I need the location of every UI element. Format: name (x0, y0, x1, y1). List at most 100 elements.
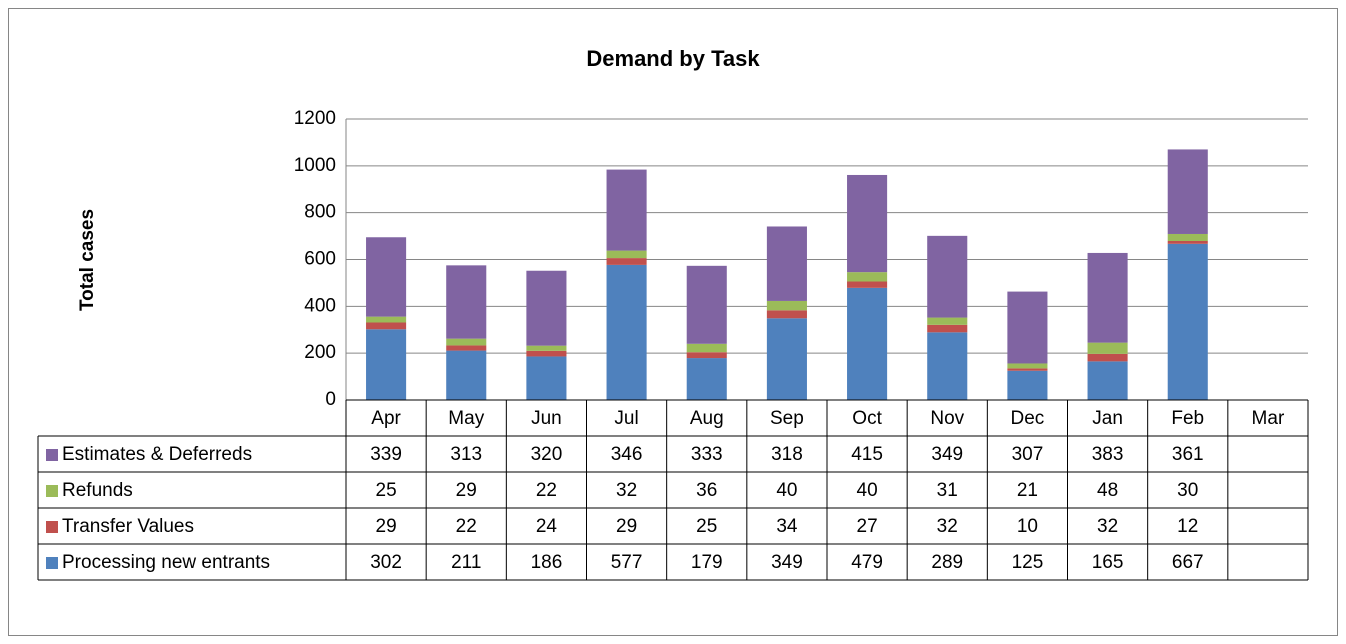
table-value: 32 (616, 480, 637, 501)
y-axis-label: Total cases (77, 209, 98, 311)
bar-segment (847, 281, 888, 288)
table-value: 125 (1012, 552, 1044, 573)
y-tick-label: 1200 (294, 108, 336, 129)
x-tick-label: May (448, 408, 484, 429)
table-value: 211 (451, 552, 481, 573)
bar-segment (606, 264, 647, 400)
table-value: 25 (696, 516, 717, 537)
table-value: 22 (456, 516, 477, 537)
bar-segment (927, 317, 968, 325)
bar-segment (1167, 241, 1208, 244)
bar-segment (1167, 243, 1208, 400)
table-value: 22 (536, 480, 557, 501)
table-value: 179 (691, 552, 723, 573)
legend-label: Processing new entrants (62, 552, 270, 573)
legend-marker (46, 485, 58, 497)
bar-segment (1167, 149, 1208, 234)
chart-border (8, 8, 1338, 636)
legend-marker (46, 557, 58, 569)
y-tick-label: 200 (304, 342, 336, 363)
table-value: 31 (937, 480, 958, 501)
bar-segment (526, 350, 567, 357)
bar-segment (606, 258, 647, 265)
bar-segment (927, 332, 968, 400)
table-value: 289 (931, 552, 963, 573)
bar-segment (686, 352, 727, 359)
table-value: 36 (696, 480, 717, 501)
bar-segment (766, 226, 807, 301)
table-value: 667 (1172, 552, 1204, 573)
x-tick-label: Apr (371, 408, 401, 429)
x-tick-label: Nov (930, 408, 964, 429)
bar-segment (1007, 368, 1048, 371)
bar-segment (847, 272, 888, 282)
y-tick-label: 400 (304, 295, 336, 316)
bar-segment (606, 169, 647, 251)
table-value: 186 (531, 552, 563, 573)
bar-segment (446, 350, 487, 400)
bar-segment (366, 237, 407, 317)
bar-segment (1007, 291, 1048, 364)
table-value: 346 (611, 444, 643, 465)
table-value: 415 (851, 444, 883, 465)
table-value: 29 (456, 480, 477, 501)
bar-segment (526, 345, 567, 351)
table-value: 32 (937, 516, 958, 537)
x-tick-label: Jul (614, 408, 638, 429)
table-value: 349 (931, 444, 963, 465)
table-value: 349 (771, 552, 803, 573)
table-value: 10 (1017, 516, 1038, 537)
table-value: 318 (771, 444, 803, 465)
y-tick-label: 0 (325, 389, 336, 410)
bar-segment (1007, 370, 1048, 400)
bar-segment (366, 322, 407, 330)
table-value: 29 (376, 516, 397, 537)
table-value: 577 (611, 552, 643, 573)
x-tick-label: Aug (690, 408, 724, 429)
bar-segment (606, 250, 647, 259)
bar-segment (366, 316, 407, 323)
bar-segment (1087, 342, 1128, 354)
y-tick-label: 1000 (294, 155, 336, 176)
y-tick-label: 600 (304, 249, 336, 270)
bar-segment (847, 287, 888, 400)
bar-segment (686, 358, 727, 400)
bar-segment (927, 235, 968, 318)
bar-segment (1087, 252, 1128, 343)
x-tick-label: Jan (1092, 408, 1123, 429)
table-value: 479 (851, 552, 883, 573)
table-value: 313 (450, 444, 482, 465)
bar-segment (847, 174, 888, 273)
table-value: 302 (370, 552, 402, 573)
bar-segment (1087, 353, 1128, 362)
table-value: 339 (370, 444, 402, 465)
table-value: 30 (1177, 480, 1198, 501)
table-value: 32 (1097, 516, 1118, 537)
bar-segment (526, 270, 567, 346)
bar-segment (446, 338, 487, 346)
bar-segment (766, 310, 807, 319)
bar-segment (1007, 363, 1048, 369)
legend-label: Estimates & Deferreds (62, 444, 252, 465)
x-tick-label: Sep (770, 408, 804, 429)
bar-segment (1087, 361, 1128, 400)
table-value: 21 (1017, 480, 1038, 501)
chart-title: Demand by Task (586, 46, 760, 71)
bar-segment (686, 265, 727, 344)
bar-segment (366, 329, 407, 400)
bar-segment (1167, 233, 1208, 242)
x-tick-label: Feb (1171, 408, 1204, 429)
x-tick-label: Dec (1011, 408, 1045, 429)
table-value: 383 (1092, 444, 1124, 465)
bar-segment (446, 345, 487, 351)
legend-label: Refunds (62, 480, 133, 501)
bar-segment (686, 343, 727, 353)
table-value: 27 (857, 516, 878, 537)
legend-label: Transfer Values (62, 516, 194, 537)
x-tick-label: Mar (1252, 408, 1285, 429)
table-value: 25 (376, 480, 397, 501)
table-value: 12 (1177, 516, 1198, 537)
table-value: 165 (1092, 552, 1124, 573)
bar-segment (766, 300, 807, 311)
